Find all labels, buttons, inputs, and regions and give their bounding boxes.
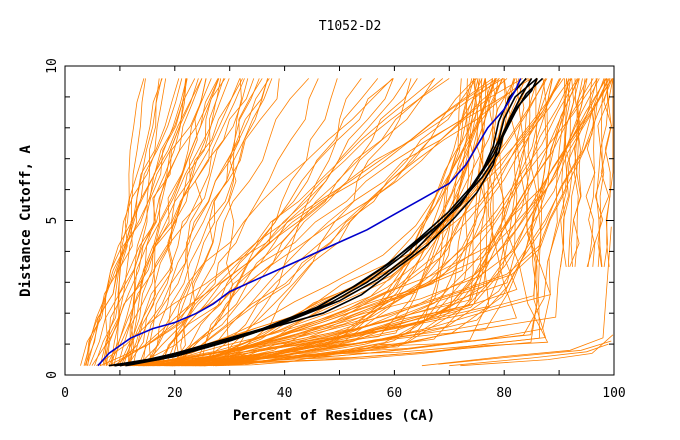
orange-series-line-12 [87,78,180,366]
orange-series-line-56 [108,78,408,367]
orange-series-line-147 [603,78,614,267]
orange-series-line-63 [201,78,379,366]
orange-series-line-150 [438,340,612,365]
x-tick-label-5: 100 [602,386,625,401]
orange-series-line-106 [136,78,483,367]
orange-series-line-14 [85,78,183,366]
orange-series-line-30 [161,78,504,366]
orange-series-line-130 [203,78,609,367]
orange-series-line-131 [178,78,553,367]
orange-series-line-59 [155,78,444,366]
black-series-group [108,77,544,367]
orange-series-line-143 [592,78,606,267]
orange-series-line-61 [96,78,493,367]
orange-series-group [80,78,614,367]
orange-series-line-132 [128,78,567,367]
y-tick-label-1: 5 [45,217,60,225]
orange-series-line-95 [130,78,588,367]
orange-series-line-54 [138,78,436,366]
orange-series-line-24 [127,78,160,366]
y-axis: 0 5 10 [45,58,614,379]
x-tick-label-2: 40 [277,386,293,401]
orange-series-line-146 [567,78,581,267]
orange-series-line-140 [598,78,612,267]
orange-series-line-34 [218,78,476,366]
orange-series-line-20 [118,78,220,366]
orange-series-line-57 [211,78,532,366]
orange-series-line-13 [128,78,225,366]
orange-series-line-60 [171,78,338,366]
orange-series-line-46 [193,78,450,366]
orange-series-line-47 [132,78,226,366]
orange-series-line-33 [170,78,269,366]
orange-series-line-38 [113,78,498,367]
orange-series-line-113 [133,78,613,367]
orange-series-line-45 [145,78,393,366]
orange-series-line-55 [176,78,222,366]
x-axis-label: Percent of Residues (CA) [233,408,435,424]
orange-series-line-142 [585,78,598,267]
orange-series-line-37 [165,78,273,366]
orange-series-line-136 [597,78,609,267]
orange-series-line-148 [421,226,612,367]
orange-series-line-48 [225,78,362,366]
orange-series-line-151 [460,334,614,367]
orange-series-line-15 [86,78,187,366]
orange-series-line-19 [122,78,212,366]
orange-series-line-129 [114,78,490,367]
orange-series-line-28 [134,78,394,367]
orange-series-line-35 [102,78,243,366]
orange-series-line-18 [94,78,219,366]
orange-series-line-122 [215,78,547,367]
orange-series-line-58 [148,78,207,366]
orange-series-line-44 [168,78,508,367]
orange-series-line-51 [149,78,270,366]
orange-series-line-52 [115,78,263,366]
x-tick-label-3: 60 [387,386,403,401]
orange-series-line-98 [199,78,613,367]
chart-title: T1052-D2 [319,19,382,34]
y-tick-label-0: 0 [45,371,60,379]
orange-series-line-29 [145,78,477,367]
orange-series-line-27 [129,78,255,366]
orange-series-line-119 [195,78,552,367]
orange-series-line-36 [176,78,435,366]
orange-series-line-128 [171,78,507,367]
orange-series-line-124 [127,78,598,367]
black-series-line-2 [119,77,544,367]
orange-series-line-114 [169,78,473,367]
orange-series-line-127 [204,78,565,367]
x-tick-label-4: 80 [496,386,512,401]
orange-series-line-22 [105,78,162,366]
orange-series-line-62 [195,78,500,367]
orange-series-line-21 [111,78,145,366]
orange-series-line-43 [99,78,529,367]
blue-series-group [97,78,522,367]
orange-series-line-141 [560,78,573,267]
orange-series-line-31 [137,78,269,366]
orange-series-line-133 [185,78,564,367]
orange-series-line-85 [146,78,593,367]
orange-series-line-149 [449,343,609,367]
orange-series-line-8 [108,78,241,366]
blue-series-line [97,78,522,367]
orange-series-line-9 [89,78,163,366]
orange-series-line-89 [118,78,572,367]
orange-series-line-144 [560,78,575,267]
orange-series-line-39 [222,78,412,367]
x-tick-label-0: 0 [61,386,69,401]
y-tick-label-2: 10 [45,58,60,74]
orange-series-line-145 [586,78,598,268]
y-axis-label: Distance Cutoff, A [18,145,34,297]
black-series-line-4 [114,77,533,367]
x-axis: 0 20 40 60 80 100 [61,66,626,401]
orange-series-line-5 [103,78,167,366]
x-tick-label-1: 20 [167,386,183,401]
